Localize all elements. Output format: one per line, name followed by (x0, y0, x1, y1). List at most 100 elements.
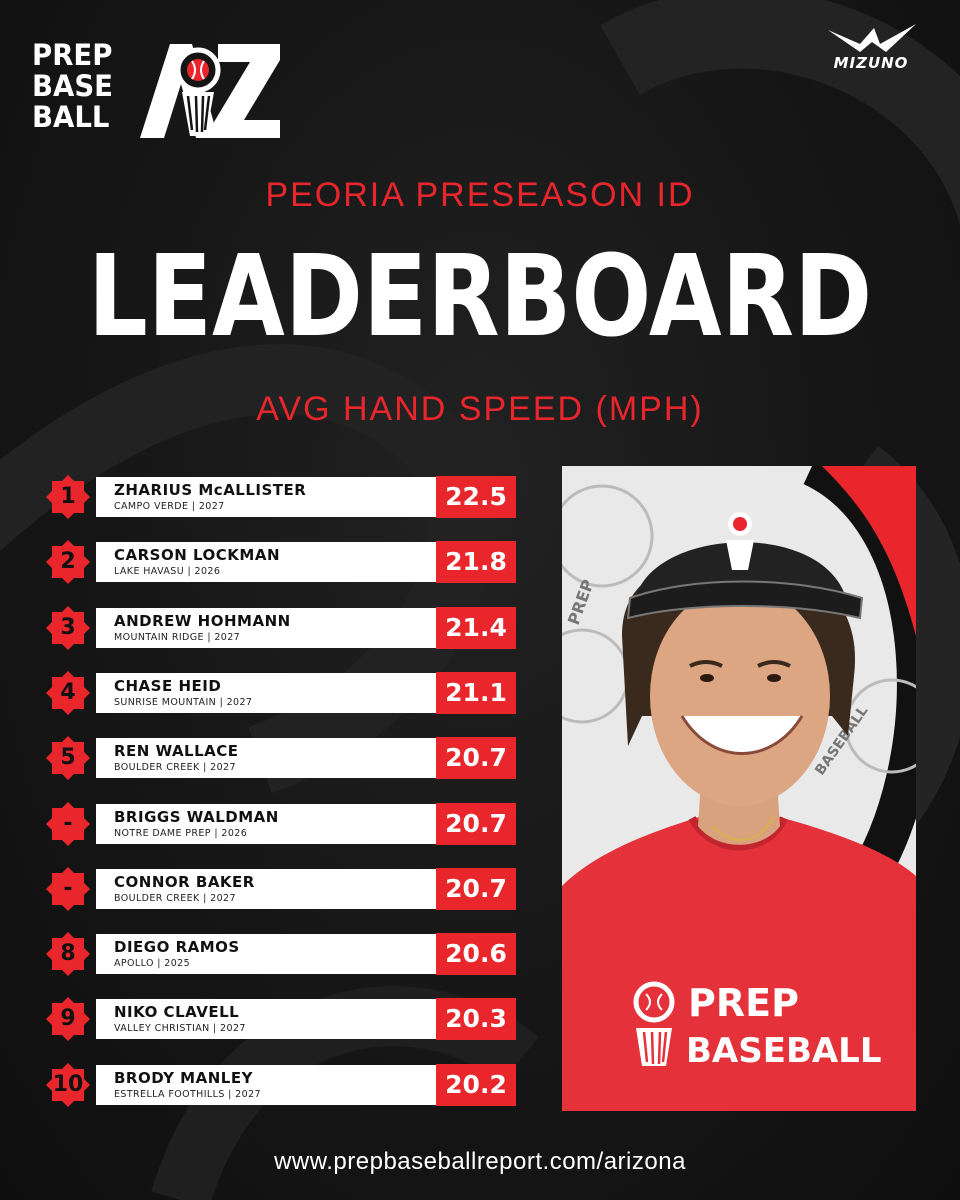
rank-badge: 1 (46, 475, 90, 519)
player-name: CHASE HEID (114, 677, 222, 695)
hand-speed-value: 20.2 (445, 1070, 507, 1099)
leaderboard-row: 8 DIEGO RAMOS APOLLO | 2025 20.6 (46, 932, 516, 976)
rank-number: 2 (60, 549, 76, 574)
hand-speed-value: 20.7 (445, 743, 507, 772)
leaderboard-row: 5 REN WALLACE BOULDER CREEK | 2027 20.7 (46, 736, 516, 780)
player-school-year: SUNRISE MOUNTAIN | 2027 (114, 697, 253, 708)
player-name: CONNOR BAKER (114, 873, 255, 891)
mizuno-runbird-icon (828, 24, 916, 52)
player-info-bar: CARSON LOCKMAN LAKE HAVASU | 2026 (96, 542, 476, 582)
player-school-year: BOULDER CREEK | 2027 (114, 762, 236, 773)
hand-speed-value: 21.8 (445, 547, 507, 576)
player-photo-illustration: PREP BASEBALL (562, 466, 916, 1111)
player-name: BRODY MANLEY (114, 1069, 253, 1087)
player-name: NIKO CLAVELL (114, 1003, 240, 1021)
player-school-year: VALLEY CHRISTIAN | 2027 (114, 1023, 246, 1034)
leaderboard-row: 4 CHASE HEID SUNRISE MOUNTAIN | 2027 21.1 (46, 671, 516, 715)
hand-speed-value: 20.7 (445, 809, 507, 838)
rank-badge: 8 (46, 932, 90, 976)
leaderboard-row: 3 ANDREW HOHMANN MOUNTAIN RIDGE | 2027 21.4 (46, 606, 516, 650)
az-logo-icon (140, 44, 280, 138)
rank-badge: 3 (46, 606, 90, 650)
leaderboard-row: 9 NIKO CLAVELL VALLEY CHRISTIAN | 2027 20.3 (46, 997, 516, 1041)
rank-diamond-icon (46, 802, 90, 846)
player-info-bar: CHASE HEID SUNRISE MOUNTAIN | 2027 (96, 673, 476, 713)
player-name: CARSON LOCKMAN (114, 546, 280, 564)
leaderboard-row: - BRIGGS WALDMAN NOTRE DAME PREP | 2026 20.… (46, 802, 516, 846)
player-name: REN WALLACE (114, 742, 239, 760)
leaderboard-row: - CONNOR BAKER BOULDER CREEK | 2027 20.7 (46, 867, 516, 911)
player-name: DIEGO RAMOS (114, 938, 240, 956)
stat-box: 21.8 (436, 541, 516, 583)
rank-badge: 2 (46, 540, 90, 584)
rank-number: 4 (60, 680, 76, 705)
rank-number: 5 (60, 745, 76, 770)
hand-speed-value: 21.1 (445, 678, 507, 707)
player-info-bar: ZHARIUS McALLISTER CAMPO VERDE | 2027 (96, 477, 476, 517)
player-school-year: LAKE HAVASU | 2026 (114, 566, 221, 577)
player-school-year: BOULDER CREEK | 2027 (114, 893, 236, 904)
sponsor-name: MIZUNO (833, 54, 909, 72)
player-info-bar: REN WALLACE BOULDER CREEK | 2027 (96, 738, 476, 778)
player-info-bar: NIKO CLAVELL VALLEY CHRISTIAN | 2027 (96, 999, 476, 1039)
stat-box: 22.5 (436, 476, 516, 518)
stat-box: 20.7 (436, 737, 516, 779)
stat-box: 20.7 (436, 868, 516, 910)
player-info-bar: BRIGGS WALDMAN NOTRE DAME PREP | 2026 (96, 804, 476, 844)
rank-diamond-icon (46, 932, 90, 976)
rank-badge: 5 (46, 736, 90, 780)
hand-speed-value: 20.7 (445, 874, 507, 903)
player-photo: PREP BASEBALL (562, 466, 916, 1111)
rank-badge: - (46, 867, 90, 911)
rank-diamond-icon (46, 1063, 90, 1107)
event-title: PEORIA PRESEASON ID (265, 176, 695, 214)
stat-box: 20.6 (436, 933, 516, 975)
rank-diamond-icon (46, 540, 90, 584)
rank-badge: 4 (46, 671, 90, 715)
stat-box: 21.1 (436, 672, 516, 714)
stat-box: 20.2 (436, 1064, 516, 1106)
metric-title: AVG HAND SPEED (MPH) (256, 390, 704, 428)
rank-badge: 9 (46, 997, 90, 1041)
rank-number: 3 (60, 615, 76, 640)
rank-diamond-icon (46, 606, 90, 650)
player-school-year: CAMPO VERDE | 2027 (114, 501, 225, 512)
rank-diamond-icon (46, 997, 90, 1041)
stat-box: 20.7 (436, 803, 516, 845)
player-school-year: APOLLO | 2025 (114, 958, 191, 969)
page-title: LEADERBOARD (87, 232, 873, 362)
hand-speed-value: 21.4 (445, 613, 507, 642)
stat-box: 20.3 (436, 998, 516, 1040)
rank-number: 1 (60, 484, 76, 509)
stat-box: 21.4 (436, 607, 516, 649)
sponsor-logo: MIZUNO (820, 22, 922, 74)
hand-speed-value: 22.5 (445, 482, 507, 511)
footer-url: www.prepbaseballreport.com/arizona (274, 1148, 686, 1175)
rank-number: - (63, 876, 73, 901)
hand-speed-value: 20.6 (445, 939, 507, 968)
rank-badge: 10 (46, 1063, 90, 1107)
player-school-year: NOTRE DAME PREP | 2026 (114, 828, 248, 839)
player-info-bar: ANDREW HOHMANN MOUNTAIN RIDGE | 2027 (96, 608, 476, 648)
logo-line: BASE (32, 69, 113, 103)
logo-line: BALL (32, 100, 110, 134)
player-name: ANDREW HOHMANN (114, 612, 291, 630)
rank-diamond-icon (46, 867, 90, 911)
player-school-year: ESTRELLA FOOTHILLS | 2027 (114, 1089, 261, 1100)
shirt-text: BASEBALL (686, 1031, 882, 1071)
logo-wordmark: PREP BASE BALL (32, 40, 113, 133)
leaderboard-row: 2 CARSON LOCKMAN LAKE HAVASU | 2026 21.8 (46, 540, 516, 584)
prep-baseball-logo: PREP BASE BALL (32, 40, 282, 140)
rank-number: 10 (52, 1072, 84, 1097)
shirt-text: PREP (688, 981, 799, 1025)
logo-line: PREP (32, 38, 113, 72)
hand-speed-value: 20.3 (445, 1004, 507, 1033)
player-name: BRIGGS WALDMAN (114, 808, 279, 826)
rank-number: 9 (60, 1006, 76, 1031)
player-info-bar: BRODY MANLEY ESTRELLA FOOTHILLS | 2027 (96, 1065, 476, 1105)
leaderboard-list: 1 ZHARIUS McALLISTER CAMPO VERDE | 2027 22.… (46, 475, 516, 1116)
player-name: ZHARIUS McALLISTER (114, 481, 307, 499)
rank-number: 8 (60, 941, 76, 966)
leaderboard-row: 1 ZHARIUS McALLISTER CAMPO VERDE | 2027 22.… (46, 475, 516, 519)
